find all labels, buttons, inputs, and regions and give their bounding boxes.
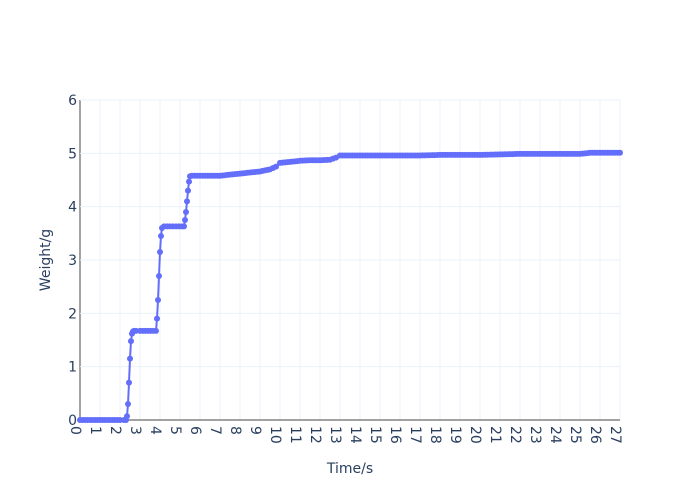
- data-point: [182, 217, 188, 223]
- x-tick-label: 24: [547, 426, 563, 444]
- y-tick-label: 5: [68, 146, 77, 162]
- data-series: [77, 149, 623, 423]
- x-tick-label: 3: [127, 426, 143, 435]
- y-tick-label: 3: [68, 253, 77, 269]
- x-axis-title: Time/s: [326, 461, 373, 477]
- data-point: [125, 401, 131, 407]
- data-point: [155, 297, 161, 303]
- x-tick-label: 0: [67, 426, 83, 435]
- x-tick-label: 19: [447, 426, 463, 444]
- data-point: [156, 273, 162, 279]
- x-tick-label: 21: [487, 426, 503, 444]
- data-point: [157, 249, 163, 255]
- x-tick-label: 10: [267, 426, 283, 444]
- data-point: [127, 355, 133, 362]
- x-tick-label: 23: [527, 426, 543, 444]
- x-tick-label: 9: [247, 426, 263, 435]
- x-tick-label: 2: [107, 426, 123, 435]
- x-tick-label: 12: [307, 426, 323, 444]
- y-tick-label: 4: [68, 200, 77, 216]
- x-tick-label: 1: [87, 426, 103, 435]
- x-tick-label: 4: [147, 426, 163, 435]
- data-point: [124, 413, 130, 420]
- grid-lines: [79, 99, 621, 421]
- x-tick-label: 25: [567, 426, 583, 444]
- data-point: [126, 379, 132, 386]
- x-tick-label: 14: [347, 426, 363, 444]
- x-tick-label: 5: [167, 426, 183, 435]
- x-tick-label: 18: [427, 426, 443, 444]
- x-tick-label: 8: [227, 426, 243, 435]
- data-point: [181, 223, 187, 230]
- data-point: [154, 315, 160, 322]
- x-tick-label: 17: [407, 426, 423, 444]
- data-point: [153, 327, 159, 334]
- y-axis-title: Weight/g: [38, 229, 54, 291]
- x-tick-label: 16: [387, 426, 403, 444]
- data-point: [158, 233, 164, 239]
- y-tick-label: 1: [68, 360, 77, 376]
- x-tick-label: 22: [507, 426, 523, 444]
- data-point: [186, 178, 192, 185]
- y-tick-label: 2: [68, 306, 77, 322]
- x-tick-label: 15: [367, 426, 383, 444]
- x-tick-label: 13: [327, 426, 343, 444]
- x-tick-label: 20: [467, 426, 483, 444]
- x-tick-label: 26: [587, 426, 603, 444]
- data-point: [184, 198, 190, 205]
- data-point: [183, 209, 189, 215]
- y-tick-label: 6: [68, 93, 77, 109]
- x-tick-label: 27: [607, 426, 623, 444]
- data-point: [273, 163, 279, 170]
- data-point: [617, 149, 623, 156]
- y-tick-label: 0: [68, 413, 77, 429]
- data-point: [185, 187, 191, 194]
- data-point: [128, 338, 134, 345]
- x-tick-label: 11: [287, 426, 303, 444]
- tick-labels: 0 1 2 3 4 5 6 7 8 9 10 11 12 13 14 15 16 17 18 19 20 21 22 23 24…: [67, 93, 623, 444]
- x-tick-label: 6: [187, 426, 203, 435]
- x-tick-label: 7: [207, 426, 223, 435]
